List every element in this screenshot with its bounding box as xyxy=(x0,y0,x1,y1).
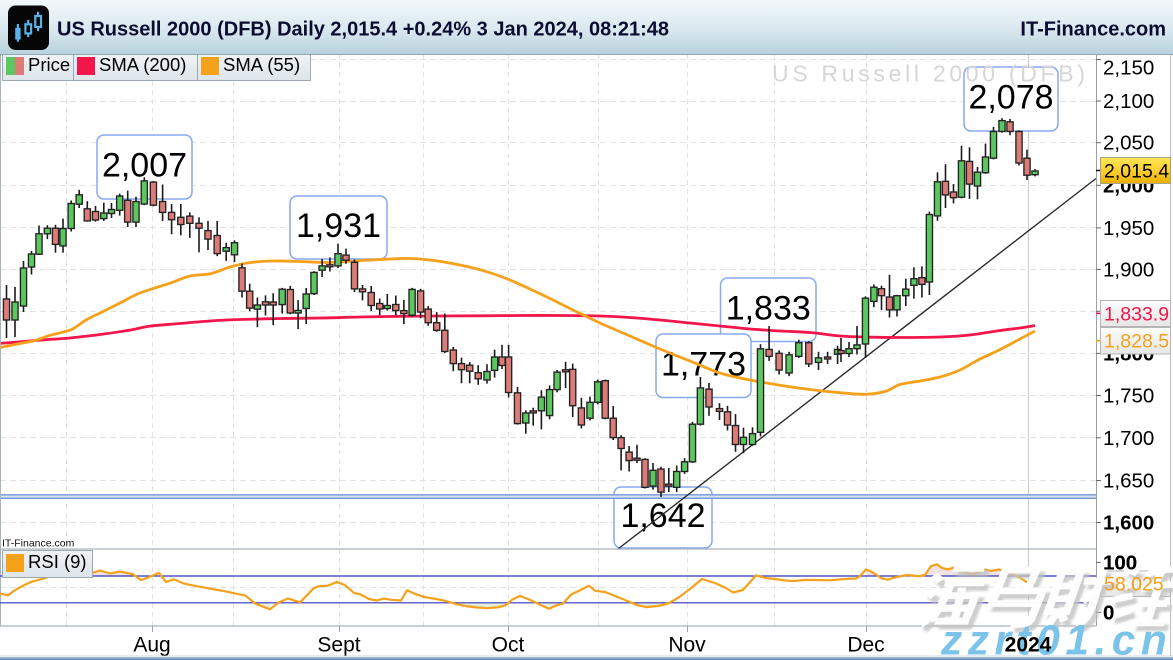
svg-text:Nov: Nov xyxy=(668,634,706,657)
svg-text:Sept: Sept xyxy=(317,634,360,657)
svg-text:zzrt01.cn: zzrt01.cn xyxy=(940,618,1172,660)
svg-text:1,833: 1,833 xyxy=(726,289,811,327)
svg-text:IT-Finance.com: IT-Finance.com xyxy=(2,538,75,550)
svg-text:SMA (55): SMA (55) xyxy=(223,54,300,75)
svg-text:58.025: 58.025 xyxy=(1104,574,1164,596)
svg-text:1,750: 1,750 xyxy=(1103,385,1154,408)
svg-text:1,833.9: 1,833.9 xyxy=(1104,303,1169,325)
svg-text:Price: Price xyxy=(28,54,70,75)
svg-text:1,650: 1,650 xyxy=(1103,470,1154,493)
svg-text:0: 0 xyxy=(1103,602,1114,625)
svg-text:1,642: 1,642 xyxy=(620,497,705,535)
svg-text:1,950: 1,950 xyxy=(1103,217,1154,240)
svg-text:100: 100 xyxy=(1103,552,1137,575)
svg-text:1,600: 1,600 xyxy=(1103,512,1154,535)
svg-text:1,931: 1,931 xyxy=(296,207,381,245)
svg-text:0: 0 xyxy=(1103,602,1114,625)
svg-text:1,900: 1,900 xyxy=(1103,258,1154,281)
svg-text:Aug: Aug xyxy=(133,634,170,657)
svg-text:2024: 2024 xyxy=(1005,634,1052,657)
svg-text:2,050: 2,050 xyxy=(1103,132,1154,155)
svg-text:2,150: 2,150 xyxy=(1103,57,1154,80)
svg-text:2,100: 2,100 xyxy=(1103,90,1154,113)
svg-text:2,078: 2,078 xyxy=(968,79,1053,117)
svg-text:US Russell 2000 (DFB) Daily 2,: US Russell 2000 (DFB) Daily 2,015.4 +0.2… xyxy=(57,19,669,41)
svg-text:SMA (200): SMA (200) xyxy=(99,54,186,75)
svg-text:US Russell 2000 (DFB): US Russell 2000 (DFB) xyxy=(772,61,1085,87)
svg-text:1,828.5: 1,828.5 xyxy=(1104,331,1169,353)
svg-text:1,700: 1,700 xyxy=(1103,427,1154,450)
svg-text:IT-Finance.com: IT-Finance.com xyxy=(1020,19,1166,41)
svg-text:2,015.4: 2,015.4 xyxy=(1104,161,1169,183)
svg-text:RSI (9): RSI (9) xyxy=(28,551,87,572)
svg-text:Oct: Oct xyxy=(492,634,525,657)
svg-text:Dec: Dec xyxy=(847,634,884,657)
